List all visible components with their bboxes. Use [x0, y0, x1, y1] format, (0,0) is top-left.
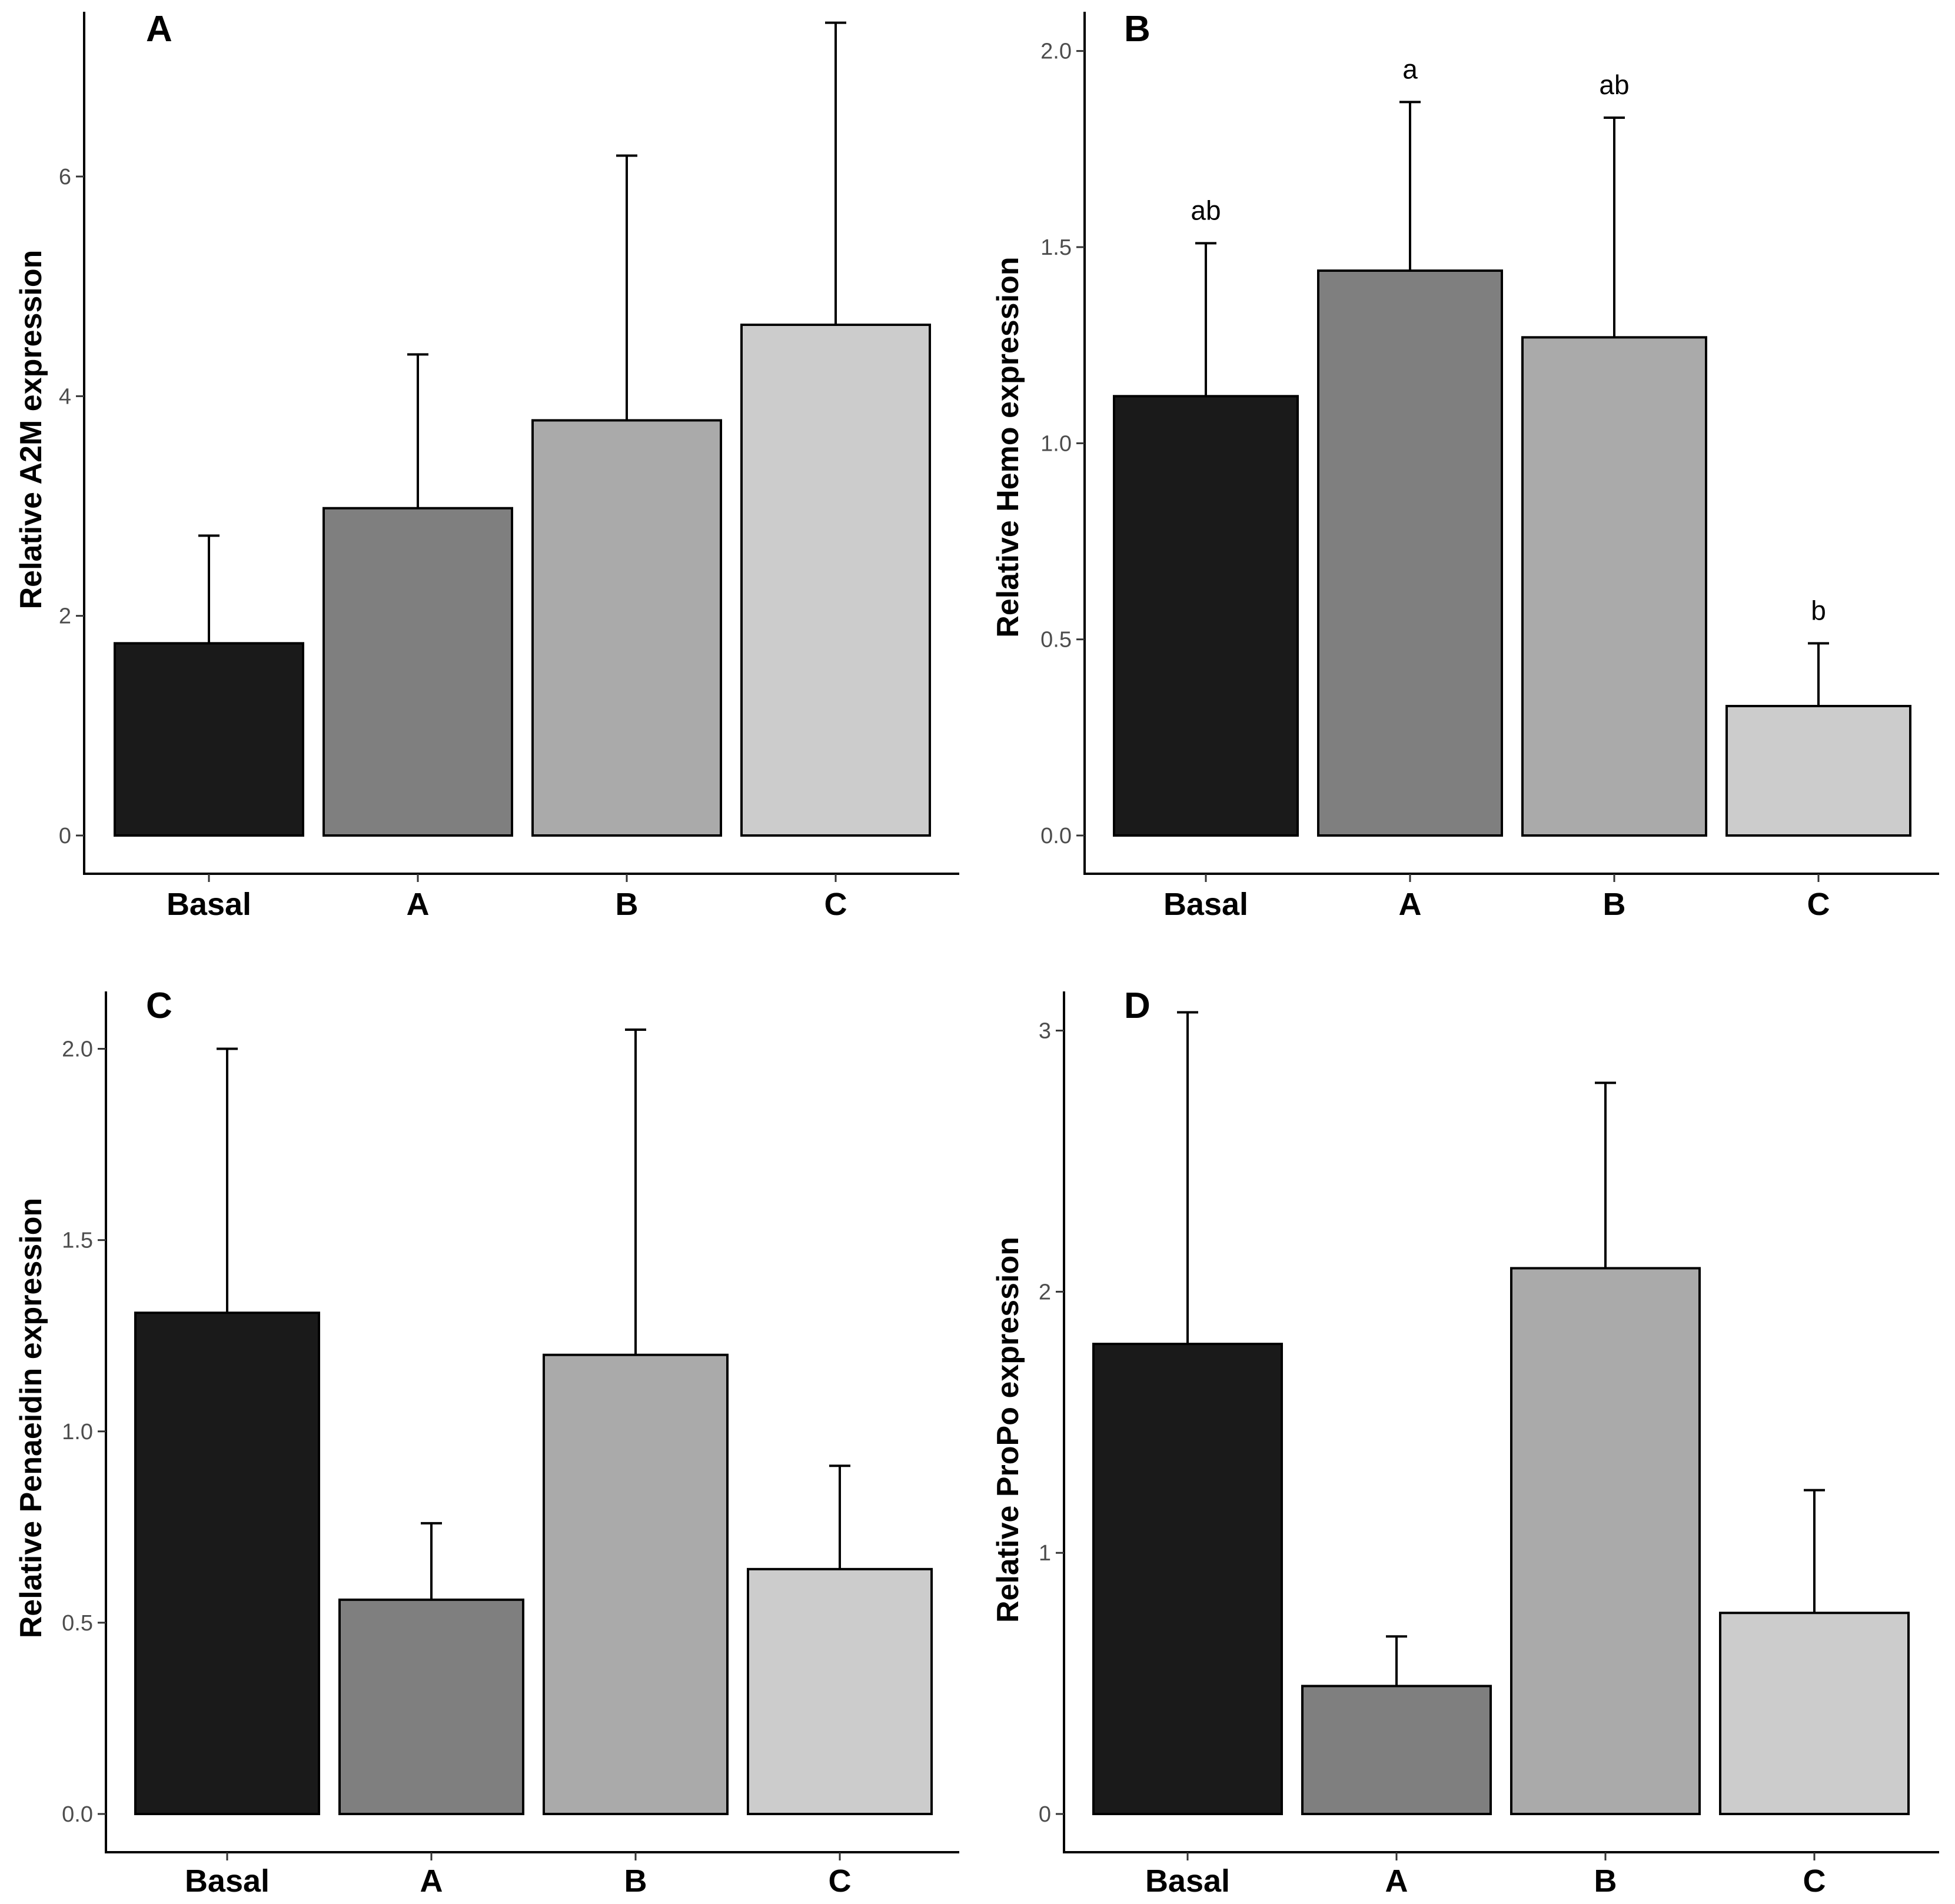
panel-a-bar: [322, 507, 513, 837]
panel-d-y-tick-label: 0: [1039, 1802, 1051, 1827]
panel-d-x-tick-label: B: [1594, 1863, 1617, 1899]
panel-d-x-tick-label: C: [1803, 1863, 1826, 1899]
panel-b-bar: [1521, 336, 1707, 837]
panel-b: B Relative Hemo expression 0.0 0.5 1.0 1.5 2…: [991, 9, 1939, 922]
panel-c-x-tick-label: C: [829, 1863, 852, 1899]
panel-c-y-axis-title: Relative Penaeidin expression: [14, 1198, 48, 1639]
panel-d-plot: 0 1 2 3 Basal A B C: [1039, 991, 1939, 1899]
panel-d-y-tick-label: 1: [1039, 1541, 1051, 1566]
panel-c-plot: 0.0 0.5 1.0 1.5 2.0 Basal A B C: [62, 991, 959, 1899]
panel-b-significance-label: ab: [1191, 195, 1221, 225]
panel-b-plot: 0.0 0.5 1.0 1.5 2.0 Basal ab Aa Bab Cb: [1040, 12, 1939, 922]
panel-a-y-tick-label: 0: [59, 824, 71, 848]
panel-b-significance-label: a: [1402, 54, 1418, 84]
panel-d-x-tick-label: Basal: [1145, 1863, 1230, 1899]
panel-a-bar: [114, 642, 304, 837]
panel-b-x-tick-label: A: [1399, 887, 1422, 922]
panel-a: A Relative A2M expression 0 2 4 6 Basal A B C: [14, 9, 959, 922]
panel-c-letter: C: [146, 986, 172, 1026]
panel-d-y-tick-label: 3: [1039, 1019, 1051, 1044]
panel-d-x-tick-label: A: [1385, 1863, 1408, 1899]
panel-d-bar: [1301, 1685, 1492, 1816]
panel-d: D Relative ProPo expression 0 1 2 3 Basal A B C: [991, 986, 1939, 1899]
panel-d-y-tick-label: 2: [1039, 1280, 1051, 1304]
panel-c-bar: [338, 1598, 524, 1816]
panel-d-bar: [1719, 1612, 1910, 1815]
panel-a-x-tick-label: B: [616, 887, 639, 922]
panel-b-x-tick-label: C: [1807, 887, 1830, 922]
panel-a-plot: 0 2 4 6 Basal A B C: [59, 12, 959, 922]
panel-c-bar: [543, 1353, 729, 1815]
panel-a-y-tick-label: 4: [59, 384, 71, 409]
panel-c-y-tick-label: 1.0: [62, 1420, 93, 1444]
panel-a-x-tick-label: A: [407, 887, 430, 922]
panel-b-y-tick-label: 0.5: [1040, 628, 1072, 653]
panel-b-x-tick-label: B: [1603, 887, 1626, 922]
panel-c-x-tick-label: Basal: [185, 1863, 270, 1899]
panel-b-y-tick-label: 0.0: [1040, 824, 1072, 848]
panel-b-y-axis-title: Relative Hemo expression: [991, 257, 1025, 637]
panel-c-y-tick-label: 1.5: [62, 1229, 93, 1253]
panel-b-bar: [1317, 269, 1503, 837]
panel-b-y-tick-label: 1.0: [1040, 431, 1072, 456]
panel-b-significance-label: b: [1811, 595, 1826, 625]
panel-a-y-axis-title: Relative A2M expression: [14, 250, 48, 610]
panel-a-bar: [531, 419, 722, 837]
panel-b-x-tick-label: Basal: [1163, 887, 1248, 922]
panel-a-x-tick-label: Basal: [167, 887, 251, 922]
panel-a-letter: A: [146, 9, 172, 49]
panel-c-bar: [747, 1567, 933, 1815]
panel-c-x-tick-label: B: [624, 1863, 647, 1899]
panel-b-significance-label: ab: [1599, 69, 1629, 100]
panel-d-bar: [1092, 1343, 1283, 1815]
panel-c-y-tick-label: 0.0: [62, 1802, 93, 1827]
panel-d-letter: D: [1124, 986, 1151, 1026]
panel-b-bar: [1113, 395, 1299, 837]
panel-a-x-tick-label: C: [824, 887, 847, 922]
panel-c: C Relative Penaeidin expression 0.0 0.5 1.…: [14, 986, 959, 1899]
panel-a-y-tick-label: 2: [59, 604, 71, 629]
panel-d-bar: [1510, 1267, 1701, 1815]
panel-a-bar: [740, 324, 931, 837]
panel-b-letter: B: [1124, 9, 1151, 49]
panel-c-x-tick-label: A: [420, 1863, 443, 1899]
panel-c-y-tick-label: 0.5: [62, 1611, 93, 1636]
panel-b-y-tick-label: 2.0: [1040, 39, 1072, 64]
panel-b-bar: [1725, 705, 1911, 837]
panel-c-y-tick-label: 2.0: [62, 1037, 93, 1062]
panel-a-y-tick-label: 6: [59, 165, 71, 189]
panel-c-bar: [134, 1312, 320, 1815]
panel-b-y-tick-label: 1.5: [1040, 235, 1072, 260]
panel-d-y-axis-title: Relative ProPo expression: [991, 1237, 1025, 1623]
